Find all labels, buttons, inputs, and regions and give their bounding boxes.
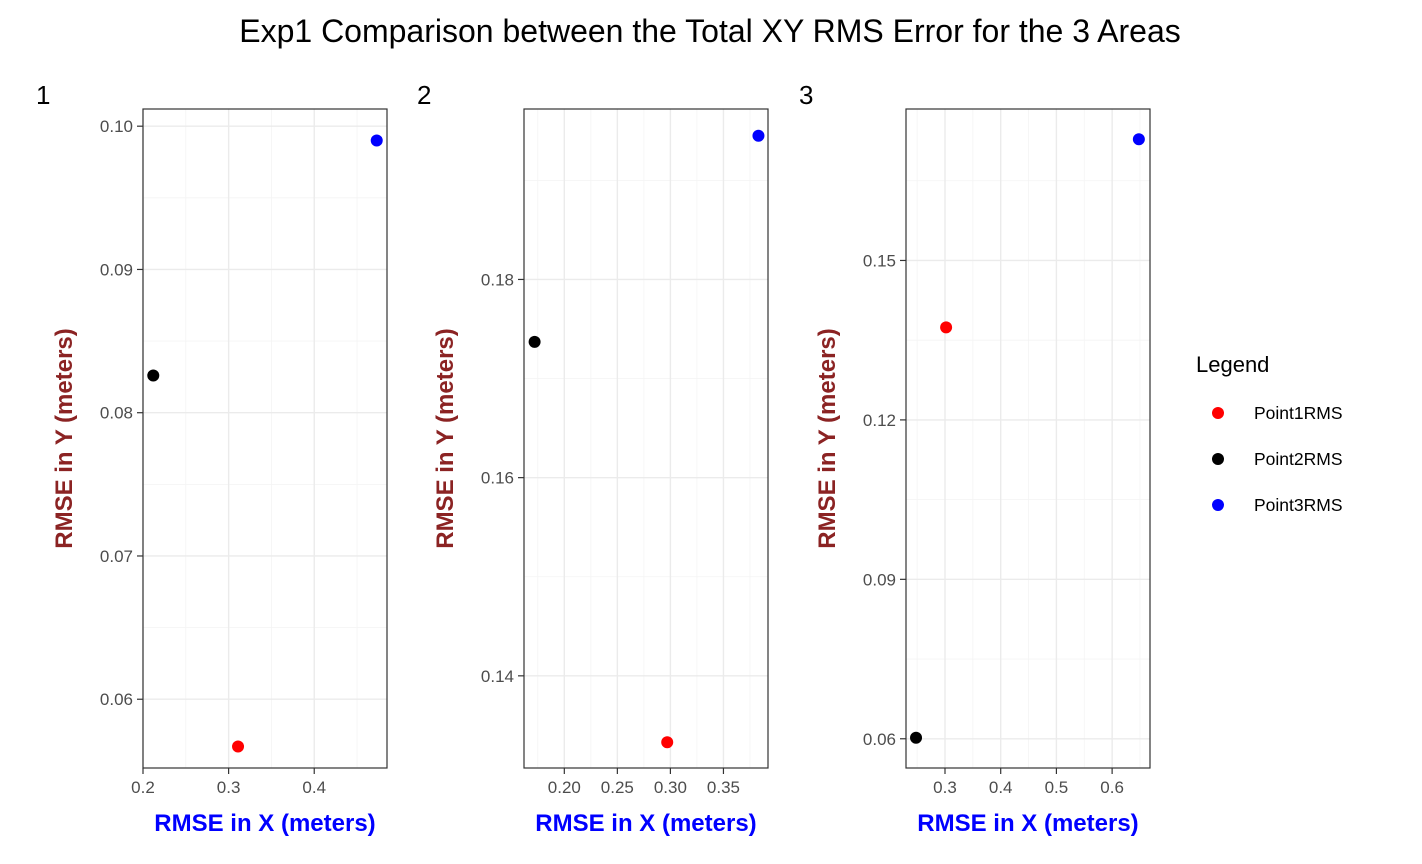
legend-key-point1rms — [1212, 407, 1224, 419]
x-tick-label: 0.5 — [1045, 778, 1069, 797]
y-tick-label: 0.08 — [100, 404, 133, 423]
legend-label-point3rms: Point3RMS — [1254, 495, 1343, 515]
panel-1: 1 0.2 0.3 0.4 0.06 0.07 0.08 0.09 0.10 RMSE in X … — [36, 80, 388, 837]
x-axis-label: RMSE in X (meters) — [917, 810, 1138, 837]
plot-background — [524, 109, 768, 768]
point-point1rms — [940, 321, 953, 334]
gridlines — [524, 109, 768, 768]
panel-label: 1 — [36, 80, 50, 110]
y-tick-label: 0.15 — [863, 251, 896, 270]
y-tick-label: 0.09 — [100, 260, 133, 279]
plot-frame — [142, 108, 388, 769]
plot-frame — [523, 108, 769, 769]
panel-label: 2 — [417, 80, 431, 110]
legend: Legend Point1RMS Point2RMS Point3RMS — [1196, 352, 1343, 515]
legend-key-point3rms — [1212, 499, 1224, 511]
chart-title: Exp1 Comparison between the Total XY RMS… — [239, 13, 1181, 49]
y-tick-label: 0.12 — [863, 411, 896, 430]
gridlines — [906, 109, 1150, 768]
x-tick-label: 0.35 — [707, 778, 740, 797]
x-tick-label: 0.4 — [302, 778, 326, 797]
x-tick-label: 0.2 — [131, 778, 155, 797]
point-point2rms — [528, 335, 541, 348]
point-point2rms — [147, 369, 160, 382]
y-tick-label: 0.06 — [863, 730, 896, 749]
point-point3rms — [752, 129, 765, 142]
y-tick-label: 0.07 — [100, 547, 133, 566]
y-axis-label: RMSE in Y (meters) — [814, 328, 841, 549]
legend-label-point1rms: Point1RMS — [1254, 403, 1343, 423]
point-point1rms — [232, 740, 245, 753]
panel-label: 3 — [799, 80, 813, 110]
x-tick-label: 0.4 — [989, 778, 1013, 797]
y-tick-label: 0.10 — [100, 117, 133, 136]
point-point3rms — [370, 134, 383, 147]
plot-frame — [905, 108, 1151, 769]
legend-items: Point1RMS Point2RMS Point3RMS — [1212, 403, 1343, 515]
y-axis-label: RMSE in Y (meters) — [432, 328, 459, 549]
x-tick-label: 0.3 — [933, 778, 957, 797]
panels: 1 0.2 0.3 0.4 0.06 0.07 0.08 0.09 0.10 RMSE in X … — [36, 80, 1151, 837]
plot-background — [906, 109, 1150, 768]
y-tick-label: 0.16 — [481, 469, 514, 488]
point-point1rms — [661, 736, 674, 749]
y-axis-label: RMSE in Y (meters) — [51, 328, 78, 549]
point-point3rms — [1132, 133, 1145, 146]
x-axis-label: RMSE in X (meters) — [154, 810, 375, 837]
plot-background — [143, 109, 387, 768]
y-tick-label: 0.06 — [100, 690, 133, 709]
x-tick-label: 0.20 — [548, 778, 581, 797]
x-axis-label: RMSE in X (meters) — [535, 810, 756, 837]
panel-3: 3 0.3 0.4 0.5 0.6 0.06 0.09 0.12 0.15 RMSE in X (… — [799, 80, 1151, 837]
legend-key-point2rms — [1212, 453, 1224, 465]
y-tick-label: 0.09 — [863, 570, 896, 589]
x-tick-label: 0.3 — [217, 778, 241, 797]
point-point2rms — [910, 731, 923, 744]
legend-label-point2rms: Point2RMS — [1254, 449, 1343, 469]
x-tick-label: 0.30 — [654, 778, 687, 797]
legend-title: Legend — [1196, 352, 1269, 377]
y-tick-label: 0.14 — [481, 667, 514, 686]
gridlines — [142, 109, 387, 768]
panel-2: 2 0.20 0.25 0.30 0.35 0.14 0.16 0.18 RMSE in X (… — [417, 80, 769, 837]
y-tick-label: 0.18 — [481, 270, 514, 289]
x-tick-label: 0.25 — [601, 778, 634, 797]
x-tick-label: 0.6 — [1100, 778, 1124, 797]
